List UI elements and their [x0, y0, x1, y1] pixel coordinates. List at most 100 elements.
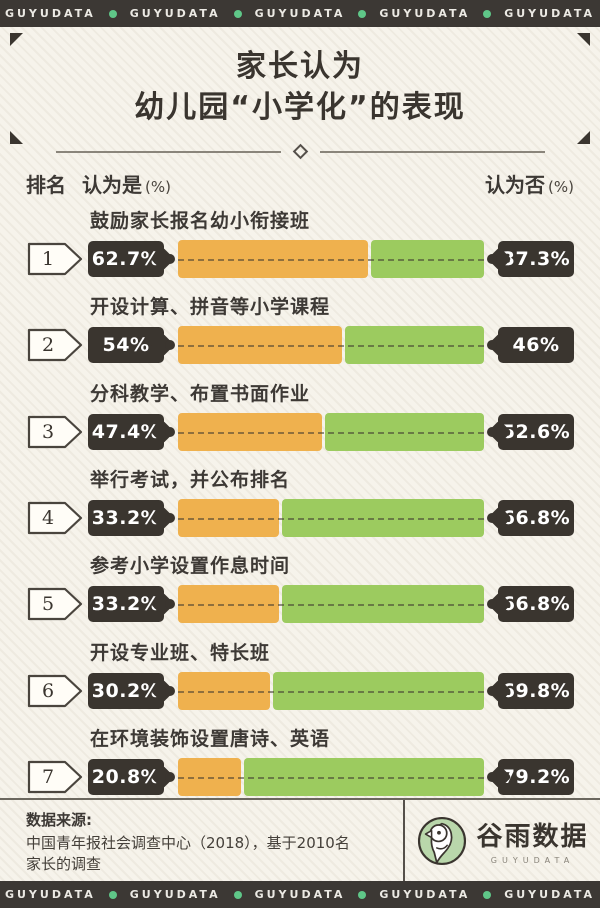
dashed-connector-line — [168, 259, 494, 261]
row-bar-line: 1 62.7% 37.3% — [26, 240, 574, 278]
connector-dot-icon — [487, 599, 497, 610]
corner-mark-icon — [10, 131, 23, 144]
banner-brand-text: GUYUDATA — [4, 7, 96, 20]
connector-dot-icon — [165, 685, 175, 696]
brand-logo: 谷雨数据 GUYUDATA — [405, 800, 600, 881]
rank-badge: 3 — [26, 415, 84, 449]
divider-line — [319, 150, 545, 153]
corner-mark-icon — [577, 131, 590, 144]
rank-badge: 5 — [26, 587, 84, 621]
page-title-line1: 家长认为 — [236, 49, 364, 84]
rank-pentagon-icon — [27, 501, 83, 535]
rank-pentagon-icon — [27, 674, 83, 707]
yes-percent-badge: 20.8% — [88, 758, 164, 795]
row-category-label: 举行考试，并公布排名 — [90, 468, 291, 491]
connector-dot-icon — [487, 340, 497, 351]
dashed-connector-line — [168, 431, 494, 434]
bird-logo-icon — [418, 816, 467, 865]
row-bar-line: 4 33.2% 66.8% — [26, 498, 574, 537]
rank-number: 3 — [41, 420, 55, 443]
connector-dot-icon — [487, 771, 497, 782]
connector-dot-icon — [487, 685, 497, 696]
rank-number: 4 — [41, 506, 55, 529]
chart-rows: 鼓励家长报名幼小衔接班 1 62.7% 37.3% 开设计算、拼音等小 — [0, 200, 600, 798]
source-line2: 家长的调查 — [26, 855, 102, 873]
bar-track — [165, 757, 497, 796]
banner-brand-text: GUYUDATA — [379, 7, 471, 20]
connector-dot-icon — [165, 599, 175, 610]
rank-number: 6 — [41, 679, 55, 702]
row-category-label: 开设专业班、特长班 — [90, 641, 271, 664]
logo-text: 谷雨数据 GUYUDATA — [476, 816, 588, 865]
rank-pentagon-icon — [27, 329, 83, 362]
banner-brand-text: GUYUDATA — [254, 7, 346, 20]
bar-track — [165, 498, 497, 537]
column-headers: 排名 认为是 (%) 认为否 (%) — [0, 163, 600, 200]
title-section: 家长认为 幼儿园“小学化”的表现 — [0, 27, 600, 163]
connector-dot-icon — [487, 254, 497, 264]
chart-row: 分科教学、布置书面作业 3 47.4% 52.6% — [26, 379, 574, 451]
chart-row: 举行考试，并公布排名 4 33.2% 66.8% — [26, 465, 574, 537]
banner-brand-text: GUYUDATA — [379, 888, 471, 901]
bar-track — [165, 671, 497, 710]
header-no: 认为否 — [485, 173, 546, 197]
rank-number: 7 — [41, 765, 55, 788]
bar-track — [165, 240, 497, 278]
chart-row: 鼓励家长报名幼小衔接班 1 62.7% 37.3% — [26, 206, 574, 278]
banner-dot-icon — [358, 890, 367, 899]
no-percent-badge: 52.6% — [498, 413, 574, 450]
corner-mark-icon — [577, 33, 590, 46]
bar-track — [165, 585, 497, 624]
rank-pentagon-icon — [27, 760, 83, 794]
row-category-label: 开设计算、拼音等小学课程 — [90, 296, 331, 319]
rank-number: 1 — [41, 248, 55, 270]
source-line1: 中国青年报社会调查中心（2018），基于2010名 — [26, 834, 350, 852]
no-percent-badge: 37.3% — [498, 241, 574, 277]
divider-line — [55, 150, 281, 153]
row-category-label: 分科教学、布置书面作业 — [90, 382, 311, 405]
row-bar-line: 3 47.4% 52.6% — [26, 412, 574, 451]
connector-dot-icon — [487, 426, 497, 437]
rank-badge: 2 — [26, 328, 84, 362]
corner-mark-icon — [10, 33, 23, 46]
row-bar-line: 5 33.2% 66.8% — [26, 585, 574, 624]
title-divider — [10, 143, 590, 163]
data-source: 数据来源: 中国青年报社会调查中心（2018），基于2010名 家长的调查 — [0, 800, 403, 881]
header-yes: 认为是 — [82, 173, 142, 197]
rank-pentagon-icon — [27, 242, 83, 276]
no-percent-badge: 66.8% — [498, 586, 574, 623]
rank-number: 5 — [41, 593, 55, 616]
no-percent-badge: 46% — [498, 327, 574, 364]
diamond-icon — [292, 143, 308, 160]
rank-badge: 1 — [26, 242, 84, 276]
bottom-brand-banner: GUYUDATA GUYUDATA GUYUDATA GUYUDATA GUYUDATA — [0, 881, 600, 908]
title-box: 家长认为 幼儿园“小学化”的表现 — [10, 33, 590, 144]
top-brand-banner: GUYUDATA GUYUDATA GUYUDATA GUYUDATA GUYUDATA — [0, 0, 600, 27]
row-bar-line: 7 20.8% 79.2% — [26, 757, 574, 796]
header-yes-unit: (%) — [145, 178, 171, 196]
banner-dot-icon — [108, 890, 117, 899]
rank-badge: 7 — [26, 760, 84, 794]
banner-brand-text: GUYUDATA — [4, 888, 96, 901]
banner-dot-icon — [483, 890, 492, 899]
rank-badge: 4 — [26, 501, 84, 535]
connector-dot-icon — [165, 340, 175, 351]
banner-dot-icon — [108, 9, 117, 18]
banner-dot-icon — [233, 9, 242, 18]
footer-divider — [403, 800, 405, 881]
page-title-line2: 幼儿园“小学化”的表现 — [134, 89, 466, 125]
yes-percent-badge: 62.7% — [88, 241, 164, 277]
yes-percent-badge: 33.2% — [88, 586, 164, 623]
connector-dot-icon — [165, 426, 175, 437]
yes-percent-badge: 54% — [88, 327, 164, 364]
bar-track — [165, 326, 497, 365]
yes-percent-badge: 33.2% — [88, 499, 164, 536]
dashed-connector-line — [168, 345, 494, 348]
dashed-connector-line — [168, 604, 494, 607]
yes-percent-badge: 47.4% — [88, 413, 164, 450]
banner-brand-text: GUYUDATA — [254, 888, 346, 901]
source-label: 数据来源: — [26, 811, 92, 829]
chart-row: 开设专业班、特长班 6 30.2% 69.8% — [26, 638, 574, 710]
banner-brand-text: GUYUDATA — [129, 7, 221, 20]
